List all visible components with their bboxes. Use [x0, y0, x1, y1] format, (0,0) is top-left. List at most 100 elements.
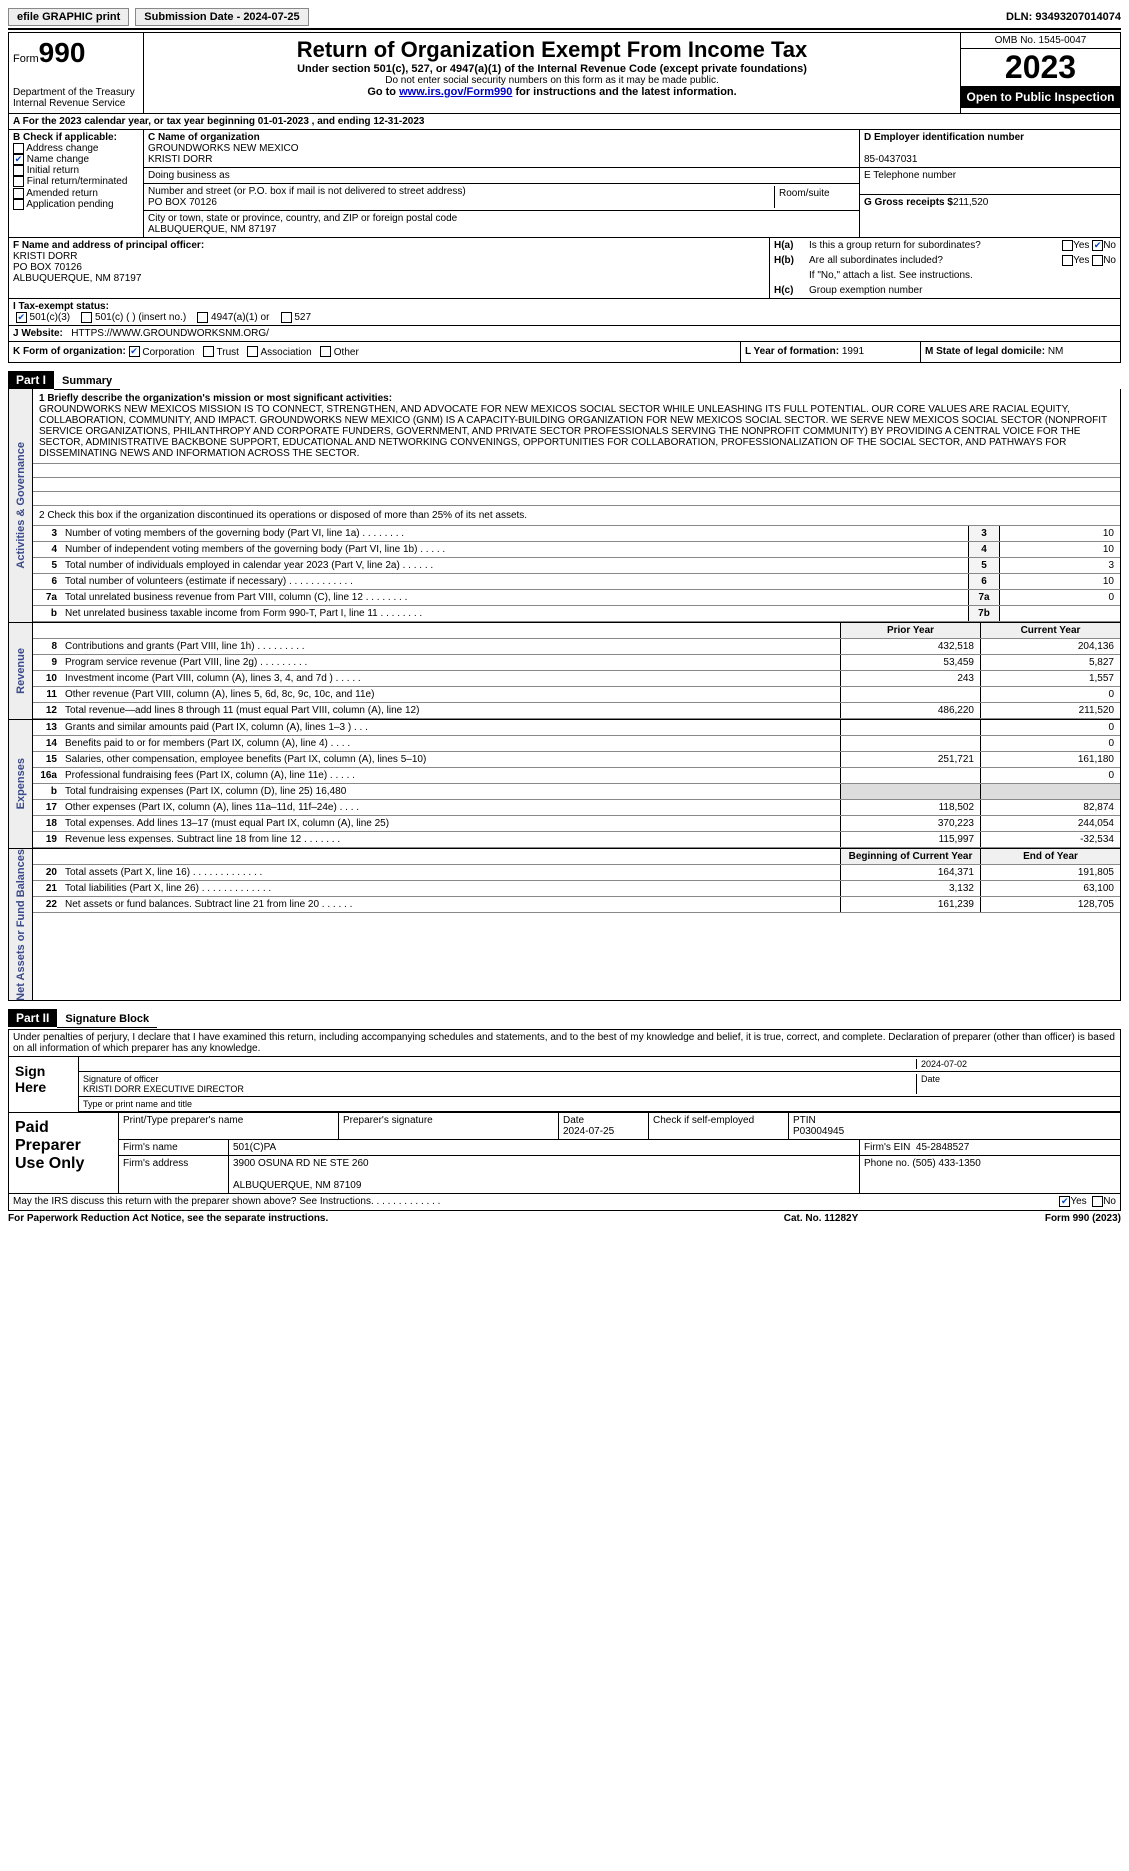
officer-lines: KRISTI DORR PO BOX 70126 ALBUQUERQUE, NM… [13, 251, 141, 284]
sig-name: KRISTI DORR EXECUTIVE DIRECTOR [83, 1084, 244, 1094]
form-header: Form990 Department of the Treasury Inter… [8, 32, 1121, 114]
colb-checkbox-4[interactable] [13, 188, 24, 199]
l-value: 1991 [842, 346, 864, 357]
boy-header: Beginning of Current Year [840, 849, 980, 864]
street-value: PO BOX 70126 [148, 197, 217, 208]
prep-date-label: Date [563, 1115, 584, 1126]
ptin-value: P03004945 [793, 1126, 844, 1137]
rowi-checkbox-3[interactable] [281, 312, 292, 323]
section-fh: F Name and address of principal officer:… [8, 238, 1121, 299]
part2-header: Part II [8, 1009, 57, 1027]
colb-checkbox-2[interactable] [13, 165, 24, 176]
vtab-activities: Activities & Governance [9, 389, 33, 622]
row-k-form-org: K Form of organization: Corporation Trus… [8, 342, 1121, 362]
submission-button[interactable]: Submission Date - 2024-07-25 [135, 8, 308, 26]
m-value: NM [1048, 346, 1064, 357]
form-number: 990 [39, 37, 86, 68]
eoy-header: End of Year [980, 849, 1120, 864]
rowk-checkbox-0[interactable] [129, 346, 140, 357]
dln-text: DLN: 93493207014074 [1006, 11, 1121, 23]
colb-checkbox-1[interactable] [13, 154, 24, 165]
row-a-period: A For the 2023 calendar year, or tax yea… [8, 114, 1121, 130]
prep-sig-label: Preparer's signature [339, 1113, 559, 1139]
firm-name-label: Firm's name [119, 1140, 229, 1155]
room-label: Room/suite [779, 188, 830, 199]
ha-label: H(a) [774, 240, 809, 251]
h-attach: If "No," attach a list. See instructions… [809, 270, 1116, 281]
footer-mid: Cat. No. 11282Y [721, 1213, 921, 1224]
k-label: K Form of organization: [13, 347, 126, 358]
rowk-checkbox-3[interactable] [320, 346, 331, 357]
rowi-checkbox-2[interactable] [197, 312, 208, 323]
paid-preparer-label: Paid Preparer Use Only [9, 1113, 119, 1193]
goto-link[interactable]: www.irs.gov/Form990 [399, 86, 512, 98]
sig-officer-label: Signature of officer [83, 1074, 158, 1084]
city-label: City or town, state or province, country… [148, 213, 457, 224]
j-label: J Website: [13, 328, 63, 339]
hb-label: H(b) [774, 255, 809, 266]
firm-phone-label: Phone no. [864, 1158, 910, 1169]
colb-checkbox-5[interactable] [13, 199, 24, 210]
ha-yes-checkbox[interactable] [1062, 240, 1073, 251]
ein-value: 85-0437031 [864, 154, 917, 165]
ein-label: D Employer identification number [864, 132, 1024, 143]
m-label: M State of legal domicile: [925, 346, 1045, 357]
hb-yes-checkbox[interactable] [1062, 255, 1073, 266]
ptin-label: PTIN [793, 1115, 816, 1126]
sig-date: 2024-07-02 [916, 1059, 1116, 1069]
mission-label: 1 Briefly describe the organization's mi… [39, 393, 392, 404]
col-c-org: C Name of organizationGROUNDWORKS NEW ME… [144, 130, 860, 237]
colb-checkbox-3[interactable] [13, 176, 24, 187]
footer-right: Form 990 (2023) [921, 1213, 1121, 1224]
rowk-checkbox-2[interactable] [247, 346, 258, 357]
vtab-revenue: Revenue [9, 623, 33, 719]
rowi-checkbox-0[interactable] [16, 312, 27, 323]
firm-ein: 45-2848527 [916, 1142, 969, 1153]
py-header: Prior Year [840, 623, 980, 638]
line2: 2 Check this box if the organization dis… [33, 506, 1120, 526]
hc-text: Group exemption number [809, 285, 1116, 296]
vtab-net-assets: Net Assets or Fund Balances [9, 849, 33, 1001]
street-label: Number and street (or P.O. box if mail i… [148, 186, 466, 197]
prep-name-label: Print/Type preparer's name [119, 1113, 339, 1139]
top-bar: efile GRAPHIC print Submission Date - 20… [8, 8, 1121, 30]
efile-button[interactable]: efile GRAPHIC print [8, 8, 129, 26]
phone-label: E Telephone number [864, 170, 956, 181]
col-d-ein: D Employer identification number 85-04370… [860, 130, 1120, 237]
firm-addr: 3900 OSUNA RD NE STE 260 ALBUQUERQUE, NM… [229, 1156, 860, 1193]
discuss-no-checkbox[interactable] [1092, 1196, 1103, 1207]
form-label: Form [13, 53, 39, 65]
firm-name: 501(C)PA [229, 1140, 860, 1155]
tax-year: 2023 [961, 49, 1120, 86]
footer-left: For Paperwork Reduction Act Notice, see … [8, 1213, 721, 1224]
rowi-checkbox-1[interactable] [81, 312, 92, 323]
cy-header: Current Year [980, 623, 1120, 638]
hb-text: Are all subordinates included? [809, 255, 1016, 266]
open-inspection: Open to Public Inspection [961, 86, 1120, 108]
part2-title: Signature Block [57, 1011, 157, 1028]
sig-type-label: Type or print name and title [79, 1097, 1120, 1112]
form-subtitle2: Do not enter social security numbers on … [148, 75, 956, 86]
goto-suffix: for instructions and the latest informat… [512, 86, 736, 98]
i-label: I Tax-exempt status: [13, 301, 109, 312]
page-footer: For Paperwork Reduction Act Notice, see … [8, 1213, 1121, 1224]
l-label: L Year of formation: [745, 346, 839, 357]
city-value: ALBUQUERQUE, NM 87197 [148, 224, 276, 235]
rowk-checkbox-1[interactable] [203, 346, 214, 357]
row-i-tax-status: I Tax-exempt status: 501(c)(3) 501(c) ( … [8, 299, 1121, 326]
hb-no-checkbox[interactable] [1092, 255, 1103, 266]
discuss-yes-checkbox[interactable] [1059, 1196, 1070, 1207]
mission-text: GROUNDWORKS NEW MEXICOS MISSION IS TO CO… [39, 404, 1107, 459]
row-j-website: J Website: HTTPS://WWW.GROUNDWORKSNM.ORG… [8, 326, 1121, 342]
colb-checkbox-0[interactable] [13, 143, 24, 154]
gross-label: G Gross receipts $ [864, 197, 953, 208]
omb-number: OMB No. 1545-0047 [961, 33, 1120, 49]
part1-title: Summary [54, 373, 120, 390]
officer-label: F Name and address of principal officer: [13, 240, 204, 251]
ha-text: Is this a group return for subordinates? [809, 240, 1016, 251]
col-b-title: B Check if applicable: [13, 132, 139, 143]
prep-date: 2024-07-25 [563, 1126, 614, 1137]
dba-label: Doing business as [148, 170, 230, 181]
perjury-text: Under penalties of perjury, I declare th… [9, 1030, 1120, 1056]
ha-no-checkbox[interactable] [1092, 240, 1103, 251]
